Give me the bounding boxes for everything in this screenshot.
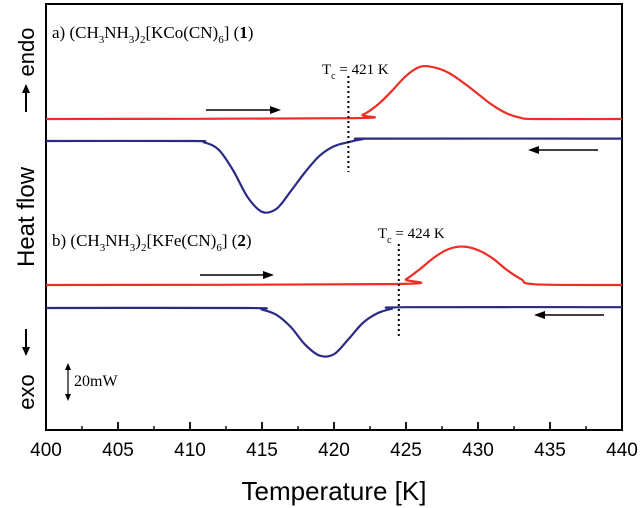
cooling-curve-b (45, 305, 623, 358)
series-group (45, 64, 623, 358)
exo-arrow-icon (22, 329, 30, 356)
cooling-arrow-a (528, 146, 598, 154)
heating-arrow-a (206, 106, 281, 114)
panel-a-label: a) (CH3NH3)2[KCo(CN)6] (1) (52, 23, 253, 46)
x-tick-label: 425 (390, 440, 422, 461)
x-axis-label: Temperature [K] (242, 476, 427, 506)
x-tick-label: 405 (102, 440, 134, 461)
x-tick-label: 410 (174, 440, 206, 461)
x-tick-label: 400 (30, 440, 62, 461)
panel-b-label: b) (CH3NH3)2[KFe(CN)6] (2) (52, 231, 252, 254)
cooling-curve-a (45, 137, 623, 214)
heating-curve-a (45, 64, 623, 121)
x-axis-ticks: 400 405 410 415 420 425 430 435 440 (30, 422, 638, 461)
y-axis-label: Heat flow (13, 166, 40, 267)
heating-arrow-b (200, 271, 274, 279)
tc-label-b: Tc = 424 K (378, 226, 445, 246)
heating-curve-b (45, 245, 623, 287)
x-tick-label: 430 (462, 440, 494, 461)
x-tick-label: 440 (606, 440, 638, 461)
scale-bar: 20mW (65, 363, 118, 401)
x-tick-label: 415 (246, 440, 278, 461)
scale-bar-label: 20mW (74, 373, 118, 390)
y-axis-label-group: Heat flow endo exo (13, 28, 40, 410)
tc-label-a: Tc = 421 K (322, 62, 389, 82)
plot-frame (45, 3, 623, 431)
endo-label: endo (14, 28, 39, 77)
x-tick-label: 420 (318, 440, 350, 461)
cooling-arrow-b (534, 311, 604, 319)
endo-arrow-icon (22, 84, 30, 112)
x-tick-label: 435 (534, 440, 566, 461)
exo-label: exo (14, 374, 39, 409)
